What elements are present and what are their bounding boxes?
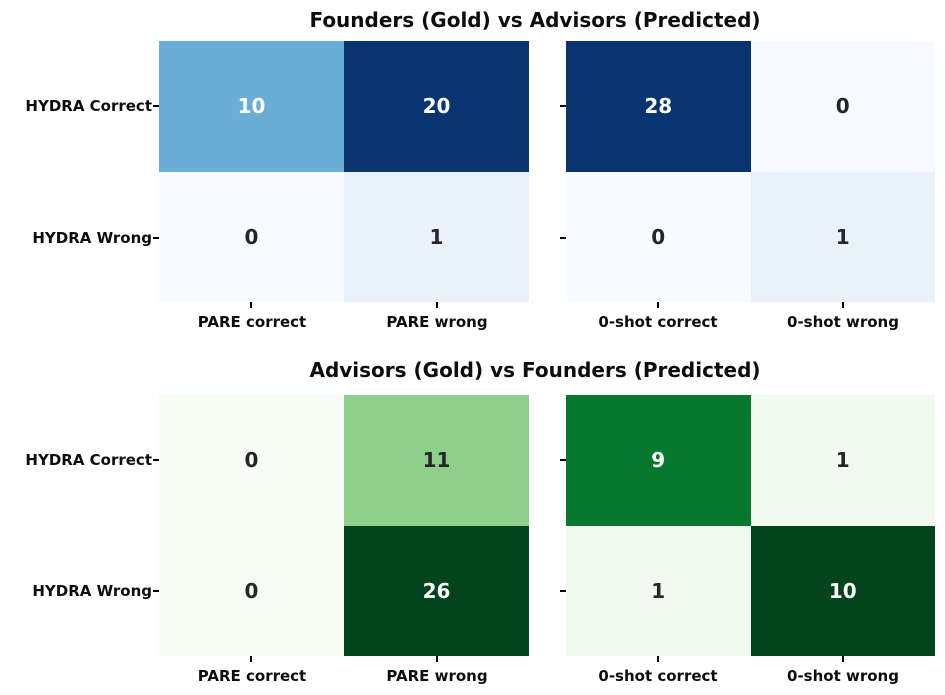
heatmap-cell: 10 <box>159 41 344 172</box>
col-label-pare-correct: PARE correct <box>197 667 307 685</box>
x-tick-mark <box>250 302 252 308</box>
x-tick-mark <box>657 302 659 308</box>
heatmap-founders-0shot: 28 0 0 1 <box>566 41 935 302</box>
heatmap-cell: 0 <box>750 41 935 172</box>
y-tick-mark <box>560 105 566 107</box>
col-label-pare-wrong: PARE wrong <box>386 313 488 331</box>
heatmap-cell: 0 <box>159 525 344 656</box>
y-tick-mark <box>560 459 566 461</box>
heatmap-cell: 20 <box>344 41 529 172</box>
col-label-0shot-wrong: 0-shot wrong <box>787 313 899 331</box>
heatmap-cell: 10 <box>750 525 935 656</box>
col-label-pare-wrong: PARE wrong <box>386 667 488 685</box>
x-tick-mark <box>436 302 438 308</box>
row-label-hydra-correct: HYDRA Correct <box>25 451 152 469</box>
y-tick-mark <box>153 237 159 239</box>
heatmap-advisors-pare: 0 11 0 26 <box>159 395 529 656</box>
col-label-0shot-wrong: 0-shot wrong <box>787 667 899 685</box>
heatmap-cell: 1 <box>750 395 935 526</box>
heatmap-cell: 11 <box>344 395 529 526</box>
chart-title-founders-vs-advisors: Founders (Gold) vs Advisors (Predicted) <box>309 8 761 32</box>
heatmap-cell: 9 <box>566 395 751 526</box>
heatmap-cell: 0 <box>566 171 751 302</box>
heatmap-cell: 1 <box>566 525 751 656</box>
row-label-hydra-wrong: HYDRA Wrong <box>32 582 152 600</box>
heatmap-founders-pare: 10 20 0 1 <box>159 41 529 302</box>
x-tick-mark <box>657 656 659 662</box>
y-tick-mark <box>153 105 159 107</box>
heatmap-advisors-0shot: 9 1 1 10 <box>566 395 935 656</box>
y-tick-mark <box>560 590 566 592</box>
heatmap-cell: 26 <box>344 525 529 656</box>
x-tick-mark <box>250 656 252 662</box>
row-label-hydra-wrong: HYDRA Wrong <box>32 229 152 247</box>
x-tick-mark <box>842 656 844 662</box>
col-label-0shot-correct: 0-shot correct <box>598 667 718 685</box>
y-tick-mark <box>560 237 566 239</box>
heatmap-cell: 28 <box>566 41 751 172</box>
heatmap-cell: 0 <box>159 171 344 302</box>
col-label-pare-correct: PARE correct <box>197 313 307 331</box>
x-tick-mark <box>842 302 844 308</box>
col-label-0shot-correct: 0-shot correct <box>598 313 718 331</box>
heatmap-cell: 1 <box>750 171 935 302</box>
x-tick-mark <box>436 656 438 662</box>
y-tick-mark <box>153 459 159 461</box>
y-tick-mark <box>153 590 159 592</box>
row-label-hydra-correct: HYDRA Correct <box>25 97 152 115</box>
chart-title-advisors-vs-founders: Advisors (Gold) vs Founders (Predicted) <box>309 358 761 382</box>
heatmap-cell: 0 <box>159 395 344 526</box>
heatmap-cell: 1 <box>344 171 529 302</box>
